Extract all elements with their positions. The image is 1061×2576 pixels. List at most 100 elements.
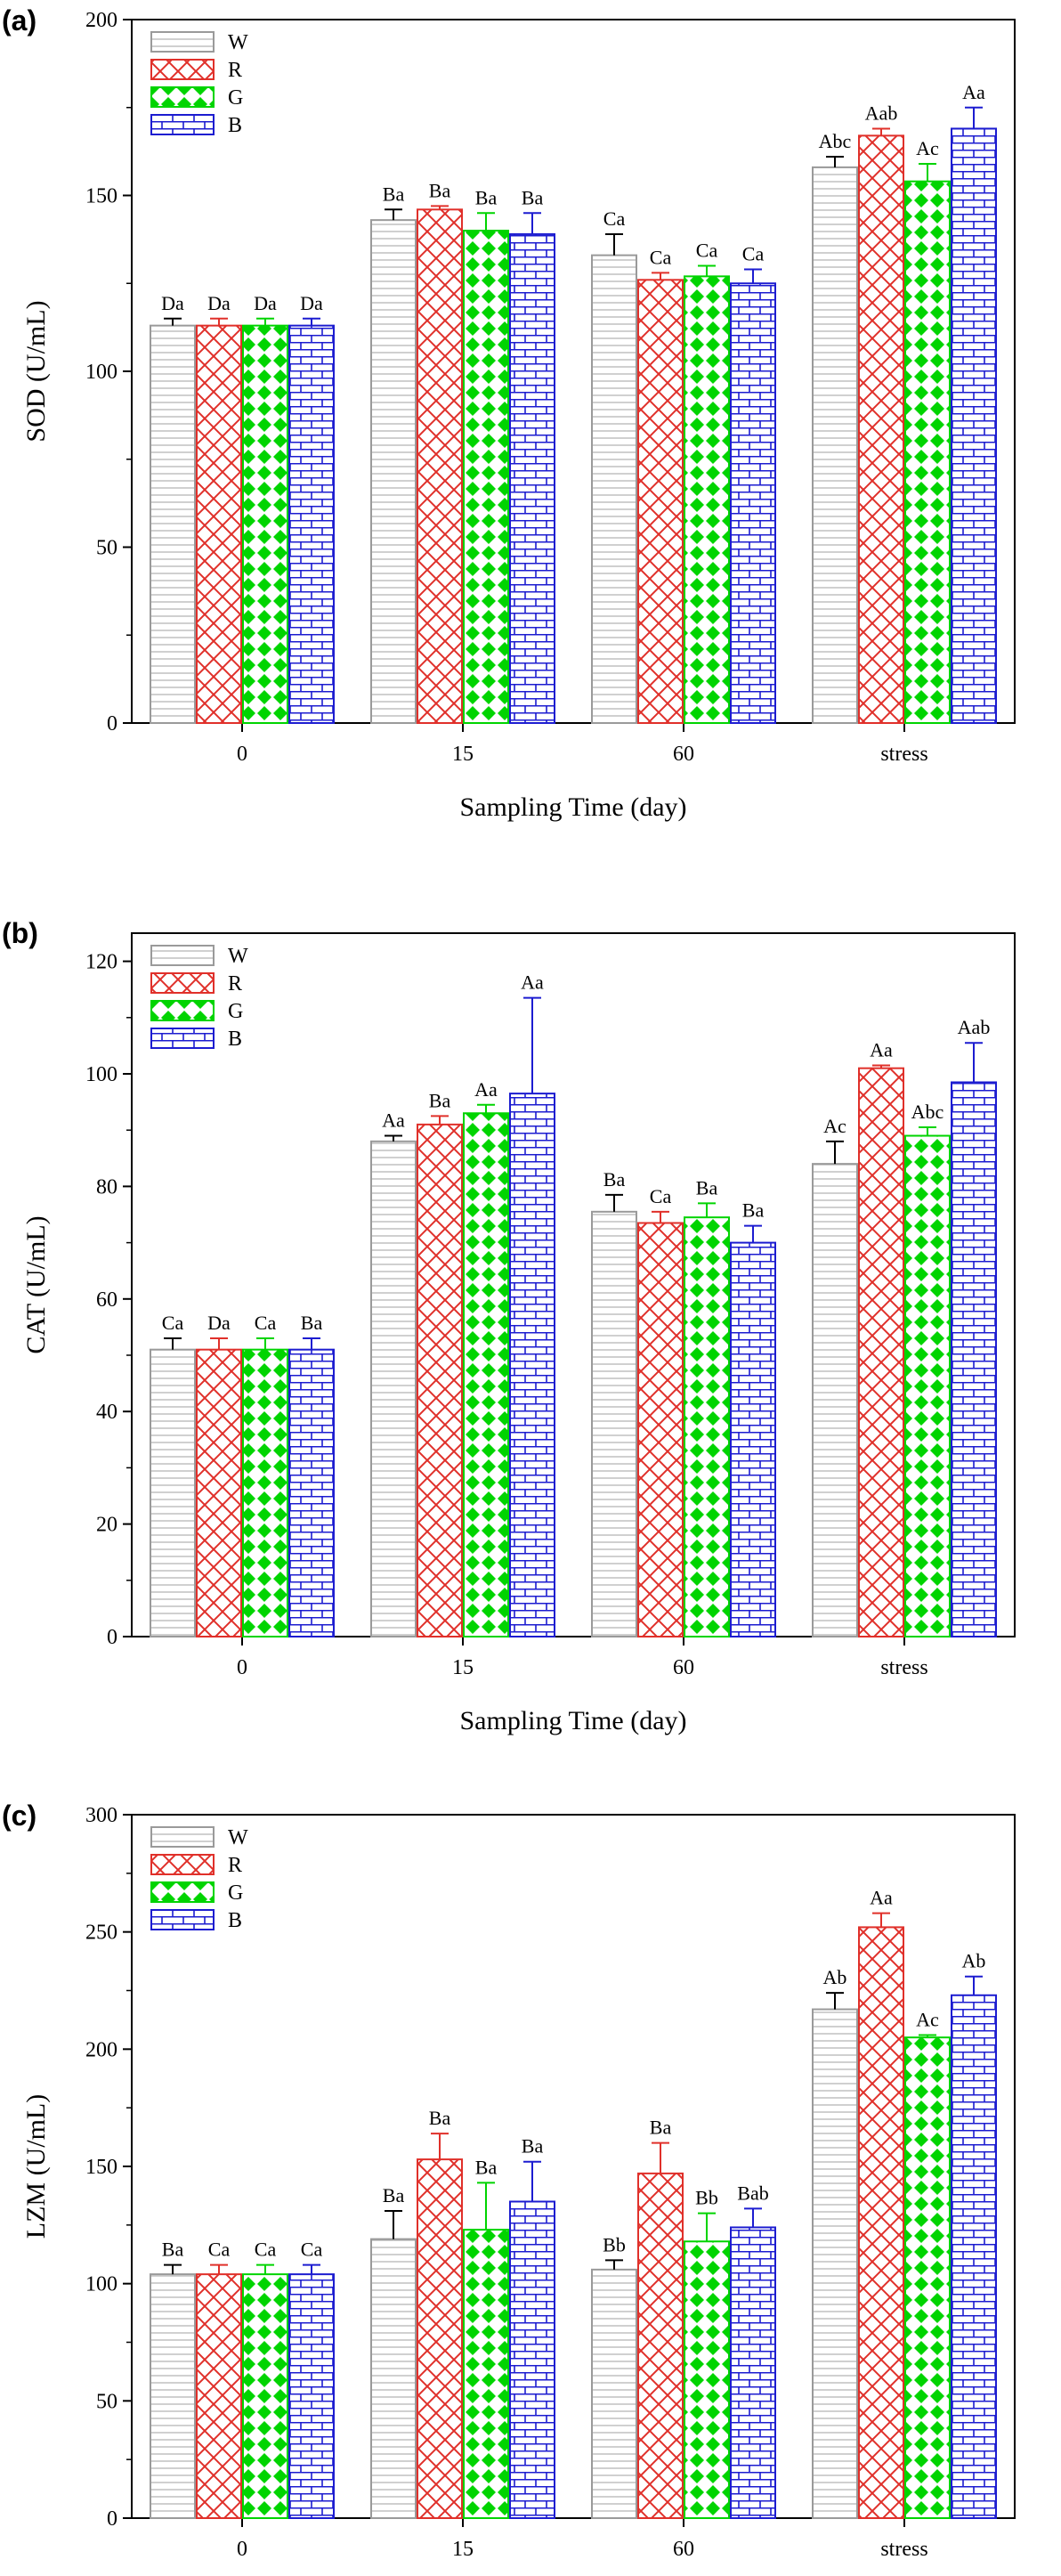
chart-panel-a: (a) 0 50 100 150 200 SOD (U/mL) 0 15 60 stress Samp… <box>2 4 1016 822</box>
significance-label: Abc <box>911 1101 944 1123</box>
bar-g <box>463 230 509 724</box>
bar-r <box>417 2158 463 2520</box>
x-axis-label: Sampling Time (day) <box>459 792 686 822</box>
y-tick-label: 0 <box>107 2507 117 2531</box>
bar-w <box>812 1163 858 1637</box>
legend-label: W <box>228 1826 248 1849</box>
bar-g <box>463 1112 509 1637</box>
x-tick-label: 0 <box>237 2538 247 2561</box>
significance-label: Ba <box>603 1168 626 1190</box>
significance-label: Ca <box>162 1312 184 1334</box>
bar-b <box>288 324 335 724</box>
legend-label: G <box>228 86 243 110</box>
bar-b <box>951 127 997 724</box>
y-axis-label: CAT (U/mL) <box>21 1215 51 1353</box>
panel-label: (a) <box>2 4 36 37</box>
chart-panel-b: (b) 0 20 40 60 80 100 120 CAT (U/mL) 0 15 60 stress S… <box>2 917 1016 1735</box>
significance-label: Ba <box>522 2135 544 2158</box>
significance-label: Aa <box>382 1109 405 1132</box>
significance-label: Da <box>254 292 277 314</box>
significance-label: Ca <box>208 2239 231 2261</box>
bar-w <box>370 2238 417 2519</box>
bar-g <box>904 2036 951 2520</box>
y-axis-label: LZM (U/mL) <box>21 2094 51 2239</box>
significance-label: Aab <box>958 1016 991 1038</box>
bar-b <box>509 2200 555 2519</box>
bar-w <box>591 1210 637 1637</box>
legend-swatch-w <box>150 31 215 53</box>
legend-swatch-g <box>150 86 215 108</box>
significance-label: Aa <box>962 81 985 103</box>
bar-w <box>812 2008 858 2519</box>
significance-label: Ac <box>823 1115 846 1137</box>
bar-w <box>370 219 417 724</box>
significance-label: Ac <box>916 2009 939 2031</box>
legend-label: W <box>228 31 248 54</box>
panel-label: (c) <box>2 1800 36 1832</box>
bar-b <box>730 282 776 724</box>
significance-label: Bb <box>603 2233 626 2255</box>
y-tick-label: 100 <box>85 361 117 384</box>
bar-r <box>637 1222 684 1637</box>
bar-w <box>150 2273 196 2519</box>
significance-label: Ab <box>962 1950 986 1972</box>
significance-label: Ba <box>383 183 405 205</box>
significance-label: Ba <box>475 186 498 208</box>
y-tick-label: 200 <box>85 2038 117 2061</box>
y-tick-label: 0 <box>107 712 117 735</box>
y-tick-label: 40 <box>96 1401 117 1424</box>
plot-frame <box>131 932 1016 1637</box>
bar-w <box>812 166 858 724</box>
bar-g <box>242 324 288 724</box>
bar-r <box>637 2172 684 2519</box>
y-tick-label: 150 <box>85 2156 117 2179</box>
panel-label: (b) <box>2 917 38 949</box>
x-tick-label: 60 <box>673 1656 694 1679</box>
significance-label: Abc <box>819 130 852 152</box>
significance-label: Ba <box>383 2184 405 2206</box>
y-tick-label: 250 <box>85 1922 117 1945</box>
bar-g <box>904 180 951 724</box>
significance-label: Ca <box>650 1185 672 1207</box>
bar-g <box>463 2229 509 2520</box>
bar-g <box>242 2273 288 2519</box>
bar-b <box>509 232 555 724</box>
legend-label: B <box>228 114 242 137</box>
legend-label: W <box>228 945 248 968</box>
significance-label: Da <box>300 292 323 314</box>
significance-label: Ca <box>255 1312 277 1334</box>
legend-swatch-g <box>150 1000 215 1021</box>
x-tick-label: 60 <box>673 743 694 766</box>
bar-r <box>858 1926 904 2519</box>
significance-label: Ba <box>742 1199 765 1222</box>
y-axis-label: SOD (U/mL) <box>21 300 51 442</box>
significance-label: Ca <box>742 242 765 264</box>
significance-label: Ca <box>650 246 672 268</box>
bar-b <box>951 1081 997 1637</box>
y-tick-label: 120 <box>85 951 117 974</box>
bar-b <box>288 1348 335 1638</box>
x-tick-label: 0 <box>237 1656 247 1679</box>
x-tick-label: stress <box>880 743 927 766</box>
bar-b <box>730 2226 776 2519</box>
bar-r <box>417 208 463 725</box>
legend-label: G <box>228 1881 243 1905</box>
x-tick-label: 15 <box>452 2538 474 2561</box>
bar-r <box>417 1123 463 1637</box>
legend-swatch-b <box>150 1909 215 1930</box>
y-tick-label: 100 <box>85 1063 117 1086</box>
significance-label: Ba <box>696 1176 718 1199</box>
bar-g <box>684 2240 730 2519</box>
legend-swatch-b <box>150 1028 215 1049</box>
y-tick-label: 60 <box>96 1288 117 1312</box>
bar-r <box>196 324 242 724</box>
y-tick-label: 20 <box>96 1514 117 1537</box>
legend-label: B <box>228 1028 242 1051</box>
x-tick-label: stress <box>880 1656 927 1679</box>
significance-label: Ba <box>162 2239 184 2261</box>
y-tick-label: 100 <box>85 2273 117 2296</box>
significance-label: Aab <box>865 102 898 124</box>
bar-g <box>904 1134 951 1637</box>
significance-label: Ba <box>429 179 451 201</box>
